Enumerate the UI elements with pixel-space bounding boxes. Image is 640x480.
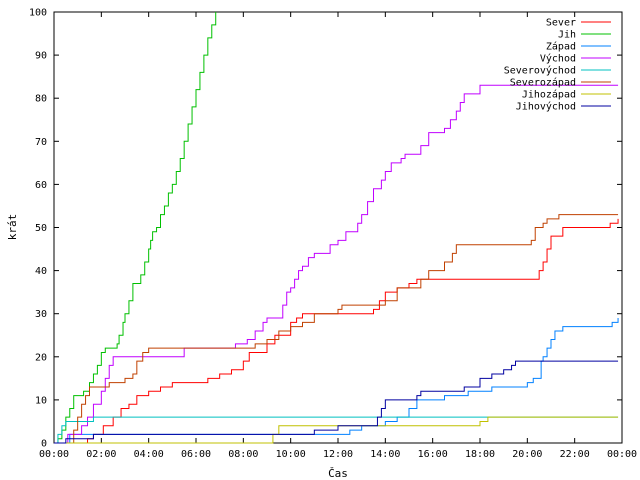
- legend-label: Východ: [540, 53, 576, 65]
- x-axis-title: Čas: [328, 467, 348, 480]
- y-tick-label: 80: [35, 94, 47, 105]
- y-tick-label: 100: [29, 8, 47, 19]
- series-line-5: [54, 416, 619, 444]
- legend-label: Severovýchod: [504, 65, 576, 77]
- x-tick-label: 14:00: [370, 449, 400, 460]
- legend-label: Jihovýchod: [516, 101, 576, 113]
- series-line-2: [54, 12, 217, 444]
- y-tick-label: 30: [35, 309, 47, 320]
- y-tick-label: 60: [35, 180, 47, 191]
- series-line-8: [54, 360, 619, 444]
- y-axis: 0 10 20 30 40 50 60 70 80 90 100: [29, 8, 622, 450]
- x-tick-label: 04:00: [134, 449, 164, 460]
- y-tick-label: 40: [35, 266, 47, 277]
- x-tick-label: 02:00: [86, 449, 116, 460]
- legend-label: Jih: [558, 30, 576, 41]
- y-tick-label: 0: [41, 439, 47, 450]
- y-tick-label: 70: [35, 137, 47, 148]
- x-tick-label: 20:00: [512, 449, 542, 460]
- legend: SeverJihZápadVýchodSeverovýchodSeverozáp…: [504, 18, 611, 113]
- legend-label: Jihozápad: [522, 89, 576, 101]
- x-tick-label: 10:00: [276, 449, 306, 460]
- legend-label: Západ: [546, 41, 576, 53]
- y-tick-label: 90: [35, 51, 47, 62]
- y-tick-label: 50: [35, 223, 47, 234]
- x-tick-label: 18:00: [465, 449, 495, 460]
- x-tick-label: 22:00: [560, 449, 590, 460]
- x-tick-label: 16:00: [418, 449, 448, 460]
- series-line-3: [54, 318, 619, 444]
- series-line-1: [54, 218, 619, 444]
- y-axis-title: krát: [6, 214, 19, 241]
- series-lines: [54, 12, 619, 444]
- y-tick-label: 10: [35, 395, 47, 406]
- x-tick-label: 00:00: [39, 449, 69, 460]
- x-axis: 00:00 02:00 04:00 06:00 08:00 10:00 12:00 14:00…: [39, 12, 637, 460]
- x-tick-label: 08:00: [228, 449, 258, 460]
- x-tick-label: 12:00: [323, 449, 353, 460]
- y-tick-label: 20: [35, 352, 47, 363]
- x-tick-label: 00:00: [607, 449, 637, 460]
- x-tick-label: 06:00: [181, 449, 211, 460]
- series-line-6: [54, 214, 619, 444]
- legend-label: Severozápad: [510, 77, 576, 89]
- legend-label: Sever: [546, 18, 576, 29]
- series-line-7: [54, 416, 619, 444]
- series-line-4: [54, 84, 619, 444]
